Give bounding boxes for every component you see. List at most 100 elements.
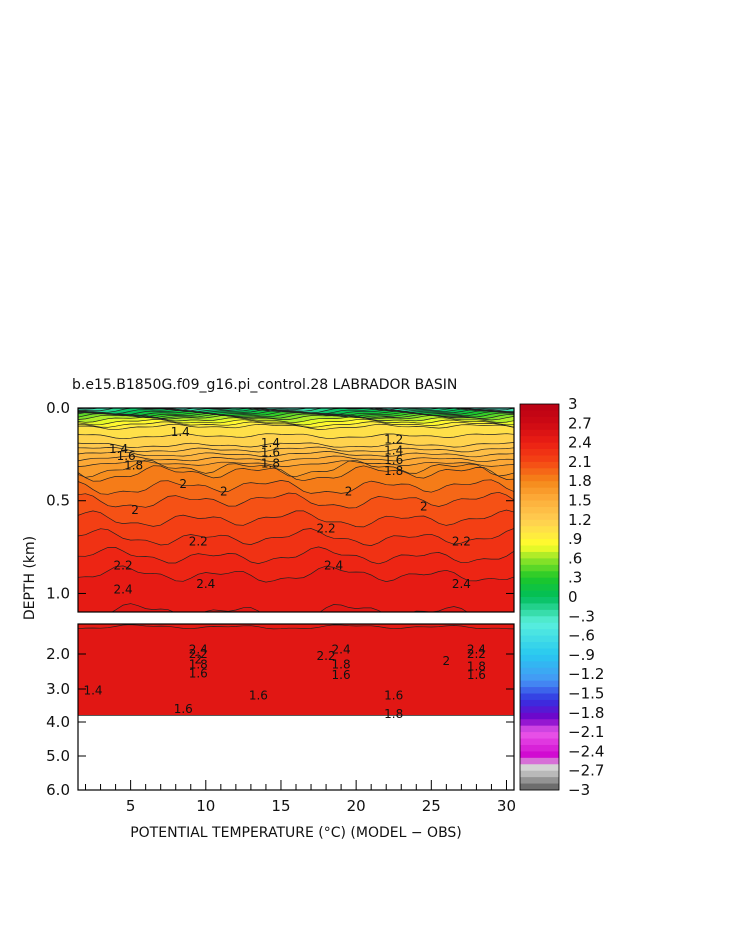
colorbar-swatch bbox=[520, 468, 559, 476]
colorbar-swatch bbox=[520, 404, 559, 411]
x-axis-label: POTENTIAL TEMPERATURE (°C) (MODEL − OBS) bbox=[130, 825, 462, 841]
upper-contour-line bbox=[78, 446, 514, 453]
colorbar-swatch bbox=[520, 519, 559, 527]
upper-contour-line bbox=[78, 442, 514, 448]
colorbar-swatch bbox=[520, 738, 559, 746]
upper-contour-lines bbox=[78, 408, 514, 612]
colorbar-swatch bbox=[520, 526, 559, 534]
upper-y-tick-label: 0.0 bbox=[46, 399, 70, 417]
lower-contour-line bbox=[78, 615, 514, 620]
colorbar-tick-label: −1.5 bbox=[568, 685, 604, 703]
colorbar-tick-label: −3 bbox=[568, 781, 590, 799]
colorbar-swatch bbox=[520, 654, 559, 662]
upper-contour-line bbox=[78, 479, 514, 495]
colorbar-swatch bbox=[520, 764, 559, 772]
upper-contour-line bbox=[78, 451, 514, 458]
colorbar-swatch bbox=[520, 757, 559, 765]
colorbar-swatch bbox=[520, 699, 559, 707]
contour-label: 1.8 bbox=[467, 659, 486, 673]
colorbar-swatch bbox=[520, 584, 559, 591]
colorbar-swatch bbox=[520, 674, 559, 682]
colorbar-swatch bbox=[520, 513, 559, 521]
contour-label: 1.4 bbox=[83, 684, 102, 698]
lower-y-tick-label: 5.0 bbox=[46, 747, 70, 765]
x-tick-label: 25 bbox=[422, 797, 441, 815]
upper-contour-line bbox=[78, 459, 514, 478]
colorbar-swatch bbox=[520, 777, 559, 784]
colorbar-swatch bbox=[520, 455, 559, 463]
contour-label: 1.8 bbox=[124, 458, 143, 472]
colorbar-tick-label: 2.7 bbox=[568, 414, 592, 432]
upper-y-tick-label: 0.5 bbox=[46, 492, 70, 510]
colorbar-swatch bbox=[520, 577, 559, 585]
colorbar-swatch bbox=[520, 603, 559, 611]
colorbar-tick-label: −2.1 bbox=[568, 723, 604, 741]
colorbar-swatch bbox=[520, 590, 559, 598]
colorbar-tick-label: .3 bbox=[568, 569, 582, 587]
contour-label: 1.4 bbox=[384, 444, 403, 458]
contour-label: 1.8 bbox=[384, 707, 403, 721]
colorbar: 32.7 2.42.11.8 1.51.2.9.6 .30−.3 −.6−.9−1.2 −… bbox=[519, 395, 604, 799]
colorbar-tick-label: 1.8 bbox=[568, 472, 592, 490]
upper-contour-line bbox=[78, 546, 514, 565]
contour-label: 2.2 bbox=[317, 522, 336, 536]
colorbar-tick-label: −.9 bbox=[568, 646, 595, 664]
upper-contour-line bbox=[78, 433, 514, 440]
upper-contour-line bbox=[111, 603, 468, 612]
upper-contour-line bbox=[78, 409, 514, 416]
colorbar-swatch bbox=[520, 423, 559, 431]
contour-label: 2 bbox=[420, 499, 428, 513]
contour-label: 1.6 bbox=[117, 449, 136, 463]
colorbar-swatch bbox=[520, 622, 559, 630]
contour-label: 1.8 bbox=[189, 658, 208, 672]
colorbar-swatch bbox=[520, 551, 559, 559]
colorbar-tick-label: −1.2 bbox=[568, 665, 604, 683]
contour-label: 1.4 bbox=[171, 425, 190, 439]
lower-contour-line bbox=[78, 612, 514, 617]
upper-contour-line bbox=[78, 491, 514, 509]
contour-label: 1.8 bbox=[332, 658, 351, 672]
colorbar-tick-label: −1.8 bbox=[568, 704, 604, 722]
chart-title: b.e15.B1850G.f09_g16.pi_control.28 LABRA… bbox=[72, 377, 457, 393]
lower-y-tick-label: 4.0 bbox=[46, 713, 70, 731]
contour-label: 2.4 bbox=[467, 643, 486, 657]
contour-label: 1.4 bbox=[261, 436, 280, 450]
x-tick-label: 10 bbox=[196, 797, 215, 815]
lower-contour-lines bbox=[78, 612, 514, 630]
contour-label: 2.2 bbox=[317, 649, 336, 663]
colorbar-swatch bbox=[520, 635, 559, 643]
lower-panel: 2.0 3.0 4.0 5.0 6.0 bbox=[46, 612, 515, 799]
colorbar-swatch bbox=[520, 487, 559, 495]
contour-label: 2 bbox=[345, 484, 353, 498]
colorbar-swatch bbox=[520, 648, 559, 656]
contour-label: 2.2 bbox=[114, 559, 133, 573]
contour-label: 1.6 bbox=[249, 689, 268, 703]
colorbar-frame bbox=[519, 403, 560, 791]
contour-label: 2.4 bbox=[189, 643, 208, 657]
colorbar-swatch bbox=[520, 642, 559, 649]
contour-label: 2.4 bbox=[114, 583, 133, 597]
upper-contour-line bbox=[78, 509, 514, 528]
colorbar-swatch bbox=[520, 410, 559, 418]
colorbar-swatch bbox=[520, 416, 559, 424]
contour-label: 2.4 bbox=[332, 643, 351, 657]
colorbar-swatch bbox=[520, 783, 559, 791]
colorbar-swatch bbox=[520, 712, 559, 720]
colorbar-swatch bbox=[520, 506, 559, 514]
lower-contour-line bbox=[78, 624, 514, 630]
contour-label: 2.4 bbox=[196, 577, 215, 591]
lower-band bbox=[78, 612, 514, 622]
colorbar-swatch bbox=[520, 687, 559, 694]
upper-contour-line bbox=[78, 460, 514, 467]
colorbar-tick-label: 3 bbox=[568, 395, 578, 413]
upper-panel-frame bbox=[77, 407, 515, 613]
colorbar-swatch bbox=[520, 629, 559, 636]
upper-contour-line bbox=[78, 408, 514, 411]
lower-y-tick-label: 6.0 bbox=[46, 781, 70, 799]
colorbar-swatch bbox=[520, 429, 559, 437]
colorbar-swatch bbox=[520, 500, 559, 508]
colorbar-swatch bbox=[520, 770, 559, 778]
colorbar-swatch bbox=[520, 744, 559, 752]
lower-y-tick-label: 2.0 bbox=[46, 645, 70, 663]
upper-contour-line bbox=[78, 465, 514, 482]
